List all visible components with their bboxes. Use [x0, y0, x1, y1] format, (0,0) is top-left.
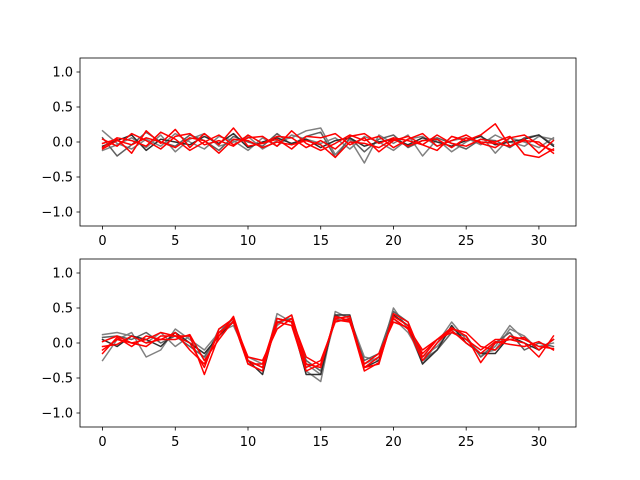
y-tick-label: 0.5 — [52, 302, 73, 317]
y-tick-label: −1.0 — [41, 206, 73, 221]
x-tick-label: 5 — [171, 234, 179, 249]
x-tick-label: 5 — [171, 435, 179, 450]
x-tick-label: 30 — [531, 435, 548, 450]
x-tick-label: 30 — [531, 234, 548, 249]
y-tick-label: 1.0 — [52, 267, 73, 282]
x-tick-label: 10 — [240, 435, 257, 450]
series-lines — [101, 123, 555, 164]
y-tick-label: −0.5 — [41, 171, 73, 186]
x-tick-label: 15 — [312, 435, 329, 450]
series-line-7 — [101, 317, 555, 367]
y-tick-label: 0.0 — [52, 337, 73, 352]
bottom-subplot: 0 5 10 15 20 25 30 −1.0 −0.5 0.0 0.5 1.0 — [41, 258, 577, 450]
y-tick-label: 0.0 — [52, 136, 73, 151]
top-subplot: 0 5 10 15 20 25 30 −1.0 −0.5 0.0 0.5 1.0 — [41, 57, 577, 249]
y-tick-label: −0.5 — [41, 372, 73, 387]
series-lines — [101, 307, 555, 383]
x-tick-label: 15 — [312, 234, 329, 249]
x-tick-label: 0 — [98, 435, 106, 450]
x-tick-label: 20 — [385, 435, 402, 450]
y-tick-label: 0.5 — [52, 101, 73, 116]
series-line-7 — [101, 137, 555, 159]
x-tick-label: 25 — [458, 234, 475, 249]
x-tick-label: 0 — [98, 234, 106, 249]
x-tick-label: 20 — [385, 234, 402, 249]
series-line-4 — [101, 123, 555, 154]
x-tick-label: 10 — [240, 234, 257, 249]
series-line-6 — [101, 132, 555, 159]
y-tick-label: 1.0 — [52, 66, 73, 81]
y-tick-label: −1.0 — [41, 407, 73, 422]
x-tick-label: 25 — [458, 435, 475, 450]
